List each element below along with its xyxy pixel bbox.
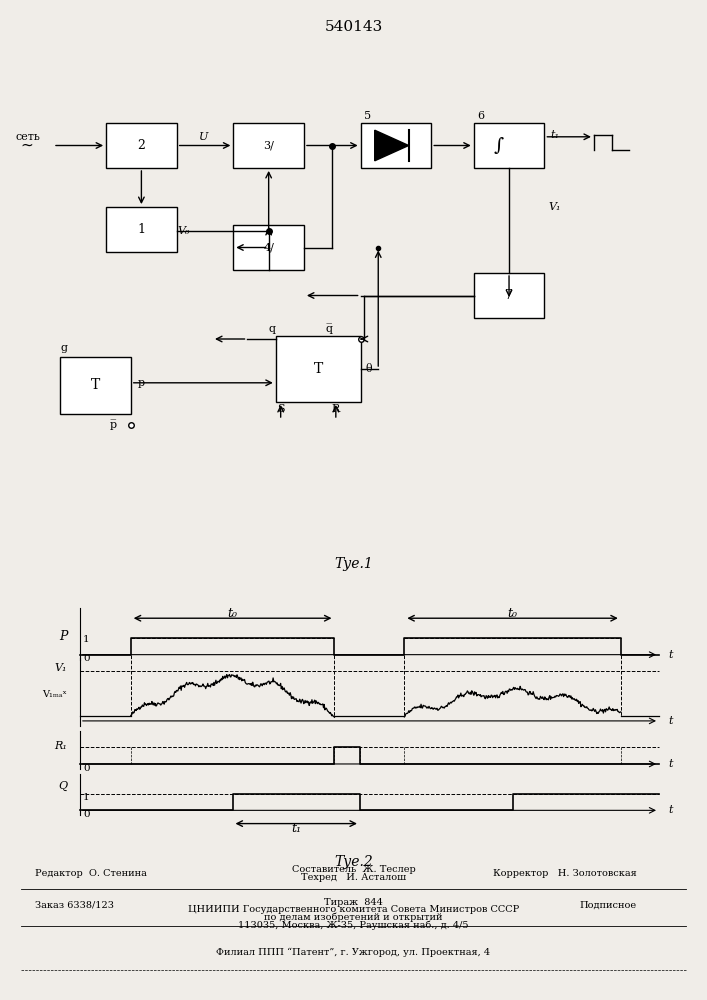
Text: 1: 1 bbox=[83, 635, 90, 644]
Text: V₁: V₁ bbox=[549, 202, 561, 212]
Text: Техред   И. Асталош: Техред И. Асталош bbox=[301, 873, 406, 882]
Text: t: t bbox=[669, 716, 673, 726]
Text: R: R bbox=[332, 404, 340, 414]
Text: Составитель  Ж. Теслер: Составитель Ж. Теслер bbox=[291, 865, 416, 874]
Text: t: t bbox=[669, 650, 673, 660]
Bar bbox=[60, 357, 131, 414]
Bar bbox=[233, 123, 304, 168]
Text: 2: 2 bbox=[137, 139, 146, 152]
Text: Корректор   Н. Золотовская: Корректор Н. Золотовская bbox=[493, 869, 636, 878]
Text: по делам изобретений и открытий: по делам изобретений и открытий bbox=[264, 913, 443, 922]
Text: T: T bbox=[313, 362, 323, 376]
Text: S: S bbox=[277, 404, 284, 414]
Text: p: p bbox=[138, 378, 145, 388]
Text: g: g bbox=[60, 343, 67, 353]
Text: 0: 0 bbox=[83, 810, 90, 819]
Text: t₁: t₁ bbox=[291, 822, 301, 835]
Text: 5: 5 bbox=[364, 111, 371, 121]
Bar bbox=[474, 273, 544, 318]
Text: 540143: 540143 bbox=[325, 20, 382, 34]
Bar bbox=[106, 123, 177, 168]
Text: 7: 7 bbox=[505, 289, 513, 302]
Text: 0: 0 bbox=[83, 654, 90, 663]
Text: Тираж  844: Тираж 844 bbox=[324, 898, 383, 907]
Text: Заказ 6338/123: Заказ 6338/123 bbox=[35, 901, 115, 910]
Text: 113035, Москва, Ж-35, Раушская наб., д. 4/5: 113035, Москва, Ж-35, Раушская наб., д. … bbox=[238, 921, 469, 930]
Text: 4/: 4/ bbox=[263, 242, 274, 252]
Text: t: t bbox=[669, 805, 673, 815]
Text: 1: 1 bbox=[83, 793, 90, 802]
Text: R₁: R₁ bbox=[54, 741, 67, 751]
Text: 0: 0 bbox=[83, 764, 90, 773]
Text: θ: θ bbox=[366, 364, 373, 374]
Text: V₀: V₀ bbox=[177, 226, 190, 236]
Text: t: t bbox=[669, 759, 673, 769]
Text: ЦНИИПИ Государственного комитета Совета Министров СССР: ЦНИИПИ Государственного комитета Совета … bbox=[188, 905, 519, 914]
Text: V₁: V₁ bbox=[54, 663, 67, 673]
Text: Филиал ППП “Патент”, г. Ужгород, ул. Проектная, 4: Филиал ППП “Патент”, г. Ужгород, ул. Про… bbox=[216, 948, 491, 957]
Text: 1: 1 bbox=[137, 223, 146, 236]
Text: T: T bbox=[90, 378, 100, 392]
Text: 3/: 3/ bbox=[263, 140, 274, 150]
Polygon shape bbox=[375, 130, 409, 161]
Text: q: q bbox=[269, 324, 276, 334]
Text: Τуе.2: Τуе.2 bbox=[334, 855, 373, 869]
Text: сеть: сеть bbox=[16, 132, 40, 142]
Text: ∫: ∫ bbox=[493, 136, 503, 154]
Text: q̅: q̅ bbox=[325, 323, 332, 334]
Text: U: U bbox=[199, 132, 209, 142]
Text: t₀: t₀ bbox=[508, 607, 518, 620]
Text: Τуе.1: Τуе.1 bbox=[334, 557, 373, 571]
Bar bbox=[106, 207, 177, 252]
Text: 6: 6 bbox=[477, 111, 484, 121]
Text: Q: Q bbox=[58, 780, 67, 791]
Text: ~: ~ bbox=[21, 138, 33, 153]
Text: t₁: t₁ bbox=[551, 130, 559, 140]
Bar bbox=[361, 123, 431, 168]
Text: Редактор  О. Стенина: Редактор О. Стенина bbox=[35, 869, 147, 878]
Bar bbox=[276, 336, 361, 402]
Text: t₀: t₀ bbox=[228, 607, 238, 620]
Text: Подписное: Подписное bbox=[579, 901, 636, 910]
Text: V₁ₘₐˣ: V₁ₘₐˣ bbox=[42, 690, 67, 699]
Text: p̅: p̅ bbox=[110, 419, 117, 430]
Bar bbox=[233, 225, 304, 270]
Bar bbox=[474, 123, 544, 168]
Text: P: P bbox=[59, 630, 67, 643]
